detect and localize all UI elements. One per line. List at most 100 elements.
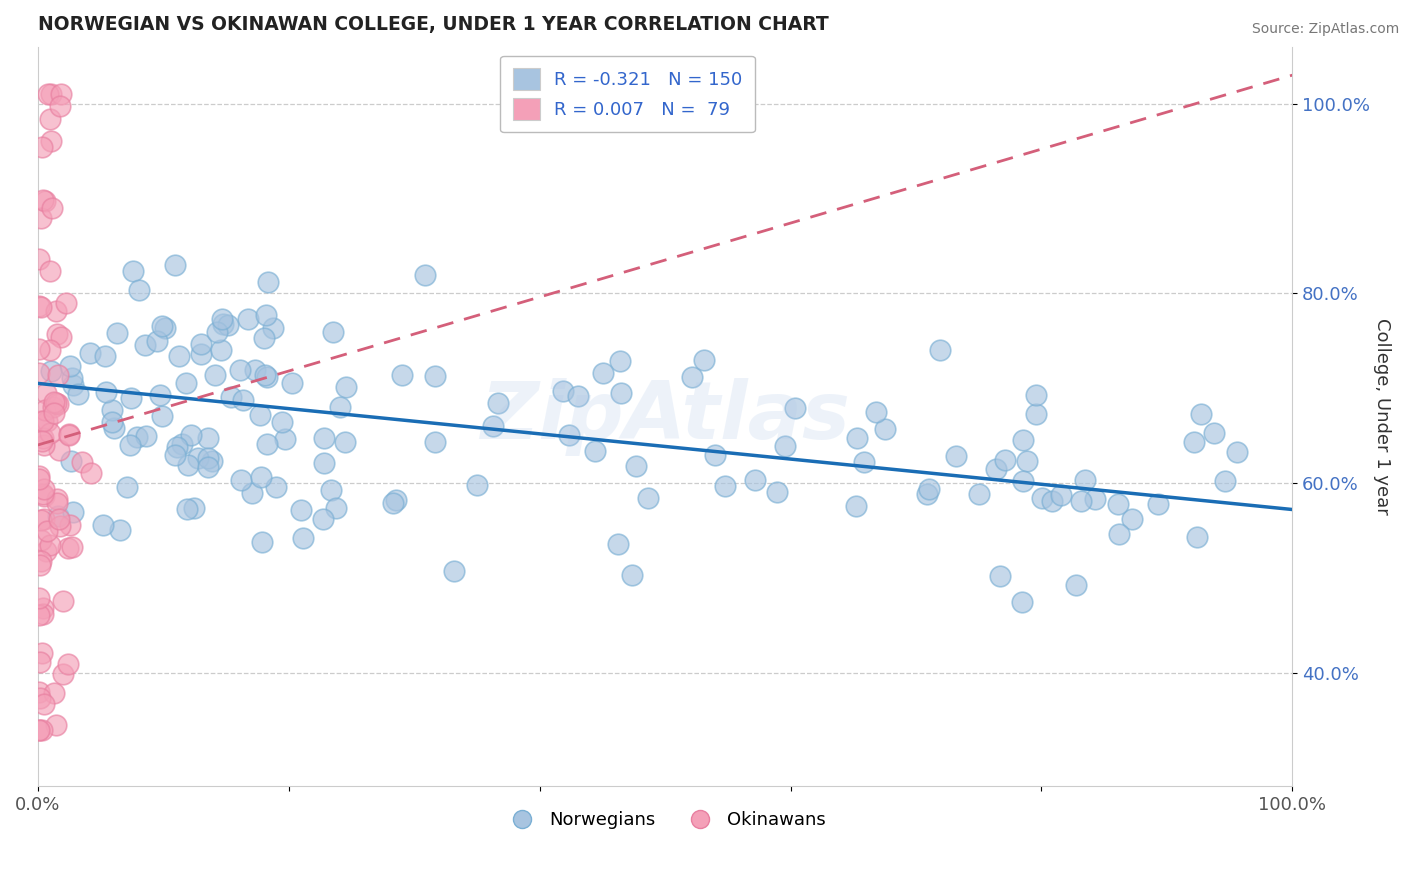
Point — [37, 87, 59, 101]
Point — [291, 531, 314, 545]
Point — [105, 326, 128, 341]
Point — [176, 376, 198, 391]
Point — [915, 487, 938, 501]
Point — [45, 327, 67, 342]
Point — [243, 363, 266, 377]
Point — [205, 325, 228, 339]
Point — [1011, 474, 1033, 488]
Point — [583, 444, 606, 458]
Point — [211, 318, 233, 332]
Point — [262, 321, 284, 335]
Point — [994, 453, 1017, 467]
Point — [609, 354, 631, 368]
Point — [852, 455, 875, 469]
Point — [39, 364, 62, 378]
Point — [42, 395, 65, 409]
Point — [217, 318, 239, 333]
Point — [100, 416, 122, 430]
Point — [1189, 407, 1212, 421]
Point — [1147, 497, 1170, 511]
Point — [51, 87, 73, 101]
Point — [385, 493, 408, 508]
Point — [204, 368, 226, 382]
Point — [314, 431, 336, 445]
Point — [945, 450, 967, 464]
Point — [28, 252, 51, 267]
Point — [1084, 492, 1107, 507]
Point — [30, 553, 52, 567]
Point — [37, 524, 59, 538]
Point — [153, 320, 176, 334]
Point — [1031, 491, 1053, 506]
Point — [190, 337, 212, 351]
Point — [620, 568, 643, 582]
Point — [281, 376, 304, 391]
Point — [413, 268, 436, 283]
Point — [482, 419, 505, 434]
Point — [190, 347, 212, 361]
Point — [31, 723, 53, 737]
Point — [122, 264, 145, 278]
Point — [335, 380, 357, 394]
Point — [967, 487, 990, 501]
Point — [28, 342, 51, 356]
Point — [1011, 595, 1033, 609]
Point — [28, 591, 51, 606]
Point — [845, 430, 868, 444]
Point — [149, 387, 172, 401]
Point — [875, 422, 897, 436]
Point — [1182, 434, 1205, 449]
Point — [1040, 494, 1063, 508]
Point — [93, 349, 115, 363]
Point — [211, 311, 233, 326]
Point — [103, 421, 125, 435]
Point — [567, 388, 589, 402]
Point — [35, 544, 58, 558]
Point — [775, 439, 797, 453]
Point — [765, 484, 787, 499]
Point — [28, 685, 51, 699]
Point — [918, 483, 941, 497]
Point — [31, 434, 53, 449]
Point — [28, 723, 51, 737]
Point — [1066, 578, 1088, 592]
Point — [1187, 530, 1209, 544]
Point — [62, 378, 84, 392]
Point — [177, 458, 200, 472]
Point — [249, 408, 271, 422]
Point — [1011, 433, 1033, 447]
Point — [150, 409, 173, 423]
Point — [38, 426, 60, 441]
Point — [270, 415, 292, 429]
Point — [704, 448, 727, 462]
Text: ZipAtlas: ZipAtlas — [479, 377, 851, 456]
Point — [48, 368, 70, 383]
Point — [30, 211, 52, 225]
Point — [45, 718, 67, 732]
Point — [52, 593, 75, 607]
Point — [28, 723, 51, 737]
Legend: Norwegians, Okinawans: Norwegians, Okinawans — [496, 805, 834, 837]
Point — [333, 435, 356, 450]
Point — [30, 301, 52, 315]
Point — [80, 466, 103, 480]
Point — [443, 564, 465, 578]
Point — [986, 462, 1008, 476]
Point — [48, 396, 70, 410]
Point — [32, 438, 55, 452]
Point — [322, 325, 344, 339]
Point — [253, 331, 276, 345]
Point — [319, 483, 342, 497]
Point — [49, 519, 72, 533]
Point — [1070, 494, 1092, 508]
Point — [45, 396, 67, 410]
Point — [93, 518, 115, 533]
Point — [558, 428, 581, 442]
Point — [101, 403, 124, 417]
Point — [35, 385, 58, 400]
Point — [423, 369, 446, 384]
Point — [382, 495, 405, 509]
Point — [209, 343, 232, 357]
Point — [240, 486, 263, 500]
Point — [56, 541, 79, 555]
